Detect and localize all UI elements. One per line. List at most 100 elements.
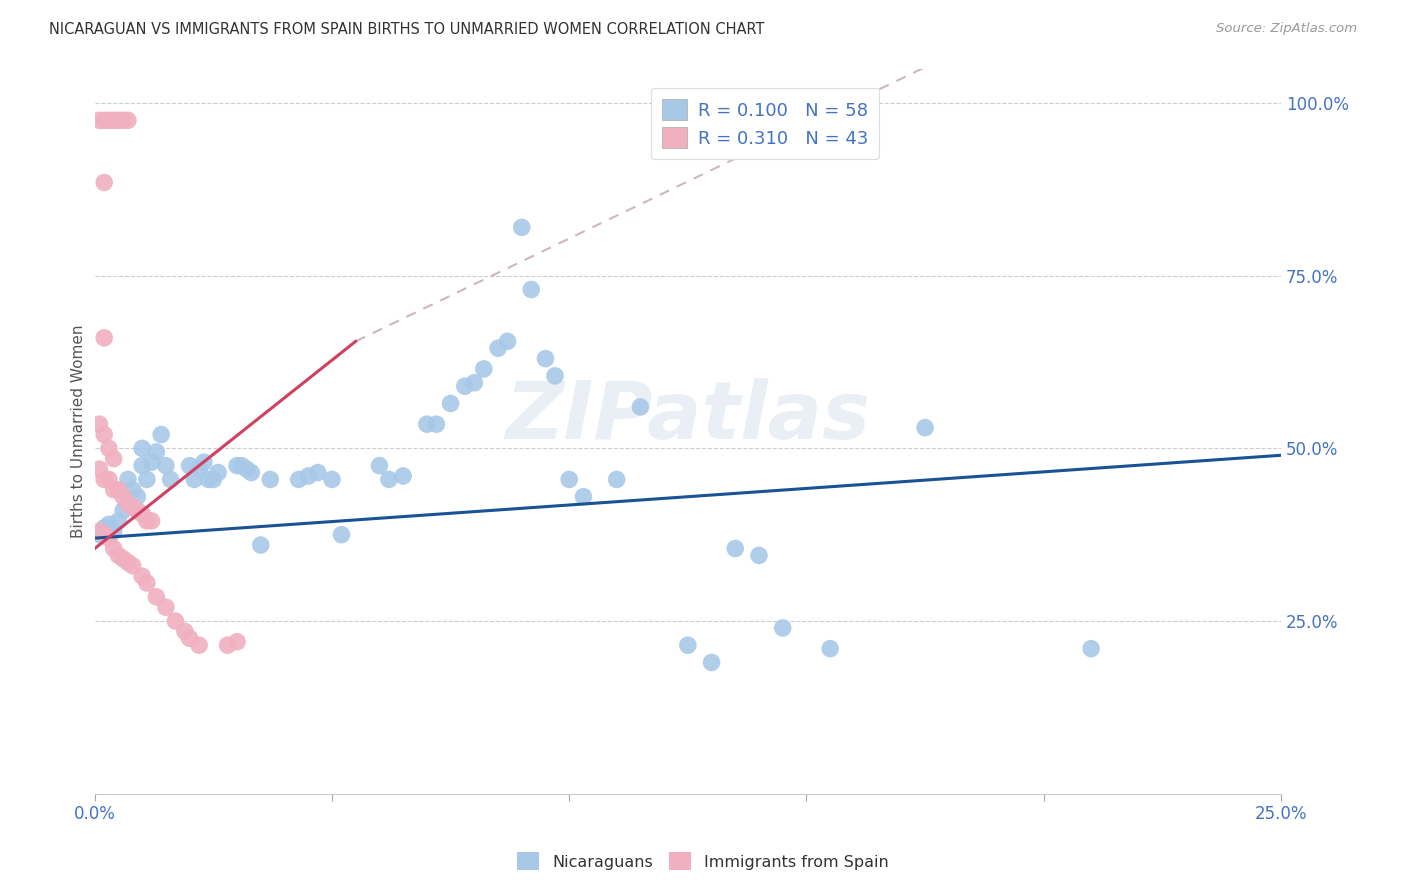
Point — [378, 472, 401, 486]
Point — [231, 458, 253, 473]
Point — [235, 462, 257, 476]
Point — [392, 469, 415, 483]
Point — [217, 638, 239, 652]
Point — [628, 400, 651, 414]
Point — [97, 442, 120, 456]
Point — [103, 541, 125, 556]
Point — [425, 417, 447, 432]
Legend: Nicaraguans, Immigrants from Spain: Nicaraguans, Immigrants from Spain — [510, 846, 896, 877]
Point — [772, 621, 794, 635]
Point — [173, 624, 195, 639]
Point — [135, 472, 157, 486]
Point — [179, 458, 201, 473]
Point — [463, 376, 485, 390]
Point — [165, 614, 187, 628]
Point — [89, 417, 111, 432]
Text: Source: ZipAtlas.com: Source: ZipAtlas.com — [1216, 22, 1357, 36]
Point — [103, 483, 125, 497]
Point — [89, 527, 111, 541]
Point — [748, 549, 770, 563]
Point — [155, 458, 177, 473]
Point — [700, 656, 723, 670]
Point — [107, 113, 129, 128]
Point — [89, 462, 111, 476]
Point — [183, 472, 205, 486]
Point — [818, 641, 841, 656]
Point — [127, 490, 149, 504]
Point — [155, 600, 177, 615]
Point — [121, 483, 143, 497]
Point — [97, 517, 120, 532]
Point — [112, 490, 135, 504]
Point — [131, 569, 153, 583]
Point — [117, 472, 139, 486]
Point — [93, 427, 115, 442]
Point — [112, 503, 135, 517]
Point — [103, 451, 125, 466]
Point — [914, 420, 936, 434]
Point — [93, 331, 115, 345]
Point — [544, 368, 567, 383]
Point — [486, 341, 509, 355]
Point — [307, 466, 329, 480]
Point — [226, 634, 249, 648]
Point — [112, 113, 135, 128]
Point — [179, 632, 201, 646]
Point — [141, 455, 163, 469]
Point — [145, 445, 167, 459]
Point — [197, 472, 219, 486]
Point — [93, 113, 115, 128]
Point — [97, 531, 120, 545]
Point — [1080, 641, 1102, 656]
Text: ZIPatlas: ZIPatlas — [505, 377, 870, 456]
Point — [141, 514, 163, 528]
Point — [89, 524, 111, 539]
Point — [676, 638, 699, 652]
Point — [107, 549, 129, 563]
Point — [159, 472, 181, 486]
Point — [97, 113, 120, 128]
Point — [207, 466, 229, 480]
Point — [103, 113, 125, 128]
Point — [117, 555, 139, 569]
Point — [606, 472, 628, 486]
Point — [188, 638, 211, 652]
Legend: R = 0.100   N = 58, R = 0.310   N = 43: R = 0.100 N = 58, R = 0.310 N = 43 — [651, 88, 879, 159]
Point — [416, 417, 439, 432]
Point — [558, 472, 581, 486]
Point — [131, 507, 153, 521]
Text: NICARAGUAN VS IMMIGRANTS FROM SPAIN BIRTHS TO UNMARRIED WOMEN CORRELATION CHART: NICARAGUAN VS IMMIGRANTS FROM SPAIN BIRT… — [49, 22, 765, 37]
Point — [103, 524, 125, 539]
Point — [131, 458, 153, 473]
Point — [240, 466, 263, 480]
Point — [330, 527, 353, 541]
Point — [321, 472, 343, 486]
Point — [150, 427, 173, 442]
Point — [93, 176, 115, 190]
Point — [93, 527, 115, 541]
Point — [117, 497, 139, 511]
Point — [121, 558, 143, 573]
Point — [454, 379, 477, 393]
Point — [259, 472, 281, 486]
Point — [472, 362, 495, 376]
Point — [107, 483, 129, 497]
Point — [117, 113, 139, 128]
Point — [287, 472, 309, 486]
Y-axis label: Births to Unmarried Women: Births to Unmarried Women — [72, 325, 86, 538]
Point — [112, 552, 135, 566]
Point — [439, 396, 461, 410]
Point — [496, 334, 519, 349]
Point — [249, 538, 271, 552]
Point — [127, 503, 149, 517]
Point — [117, 497, 139, 511]
Point — [368, 458, 391, 473]
Point — [297, 469, 319, 483]
Point — [135, 576, 157, 591]
Point — [188, 462, 211, 476]
Point — [93, 472, 115, 486]
Point — [520, 283, 543, 297]
Point — [145, 590, 167, 604]
Point — [724, 541, 747, 556]
Point — [135, 514, 157, 528]
